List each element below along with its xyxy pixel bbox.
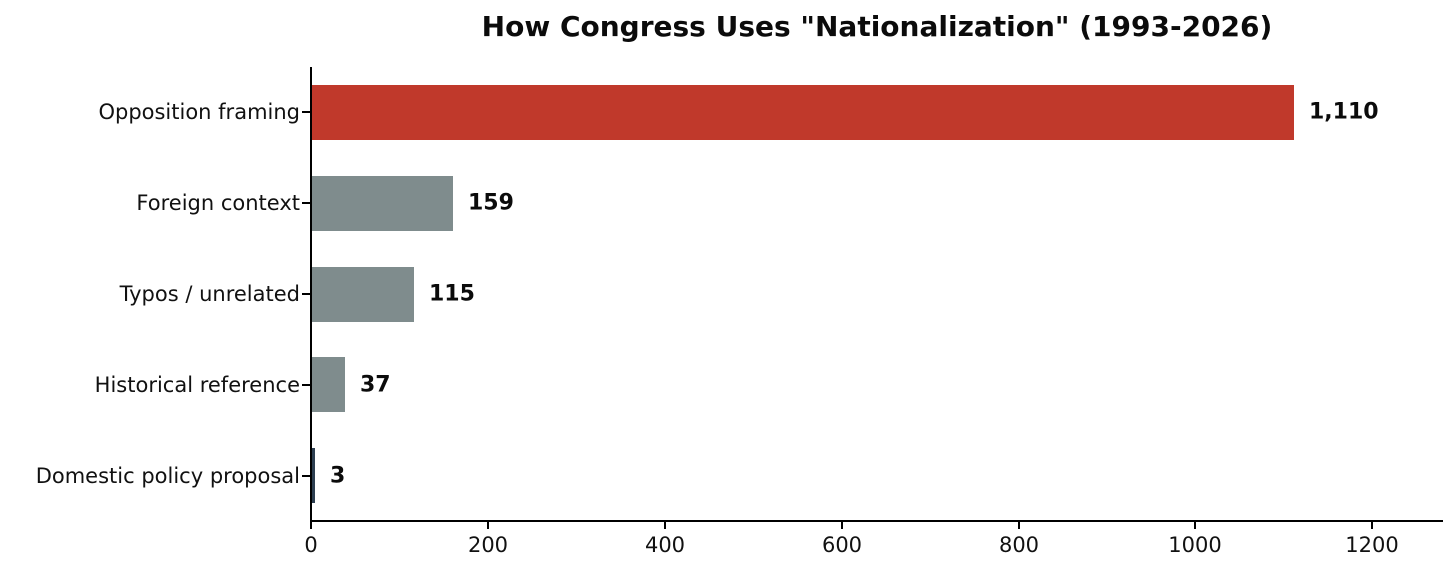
- x-axis-line: [310, 520, 1443, 522]
- y-tick-4: [302, 475, 310, 477]
- y-tick-3: [302, 384, 310, 386]
- value-label: 1,110: [1309, 99, 1379, 125]
- bar-2: [312, 267, 414, 322]
- x-tick-1: [487, 522, 489, 529]
- x-tick-label: 1000: [1168, 533, 1222, 557]
- bar-1: [312, 176, 453, 231]
- category-label: Historical reference: [94, 373, 300, 397]
- x-tick-0: [310, 522, 312, 529]
- bar-0: [312, 85, 1294, 140]
- category-label: Domestic policy proposal: [35, 464, 300, 488]
- bar-4: [312, 448, 315, 503]
- x-tick-4: [1018, 522, 1020, 529]
- bar-3: [312, 357, 345, 412]
- x-tick-2: [664, 522, 666, 529]
- value-label: 3: [330, 463, 346, 489]
- x-tick-label: 800: [998, 533, 1040, 557]
- value-label: 159: [468, 190, 514, 216]
- x-tick-label: 200: [467, 533, 509, 557]
- x-tick-5: [1194, 522, 1196, 529]
- category-label: Foreign context: [136, 191, 300, 215]
- y-axis-line: [310, 67, 312, 523]
- y-tick-2: [302, 293, 310, 295]
- category-label: Opposition framing: [98, 100, 300, 124]
- x-tick-label: 600: [821, 533, 863, 557]
- value-label: 115: [429, 281, 475, 307]
- x-tick-label: 0: [304, 533, 318, 557]
- chart-title: How Congress Uses "Nationalization" (199…: [481, 10, 1273, 43]
- y-tick-1: [302, 202, 310, 204]
- value-label: 37: [360, 372, 391, 398]
- x-tick-3: [841, 522, 843, 529]
- x-tick-6: [1371, 522, 1373, 529]
- category-label: Typos / unrelated: [119, 282, 300, 306]
- x-tick-label: 400: [644, 533, 686, 557]
- y-tick-0: [302, 111, 310, 113]
- x-tick-label: 1200: [1345, 533, 1399, 557]
